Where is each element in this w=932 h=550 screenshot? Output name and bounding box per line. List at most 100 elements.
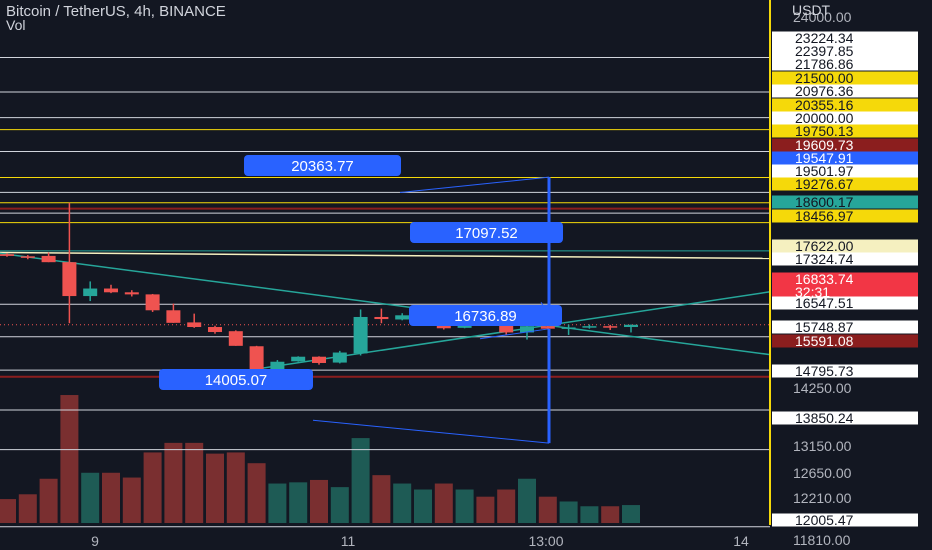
volume-legend-label[interactable]: Vol xyxy=(6,17,26,33)
price-level-tag[interactable] xyxy=(772,334,918,348)
candle-body[interactable] xyxy=(332,352,347,363)
price-level-tag[interactable] xyxy=(772,272,918,286)
candle-body[interactable] xyxy=(395,315,410,320)
price-level-tag[interactable] xyxy=(772,285,918,299)
price-level-tag[interactable] xyxy=(772,177,918,191)
candle-body[interactable] xyxy=(0,254,14,256)
price-level-tag[interactable] xyxy=(772,151,918,165)
price-level-tag[interactable] xyxy=(772,164,918,178)
candle-body[interactable] xyxy=(624,324,638,328)
candle-body[interactable] xyxy=(540,326,555,329)
price-callout-text: 14005.07 xyxy=(205,372,268,389)
volume-bar xyxy=(538,496,557,523)
volume-bar xyxy=(330,487,349,523)
price-level-tag[interactable] xyxy=(772,57,918,71)
candle-body[interactable] xyxy=(228,331,243,346)
candle-body[interactable] xyxy=(20,256,35,258)
candle-body[interactable] xyxy=(41,255,56,263)
candle-body[interactable] xyxy=(561,327,576,329)
price-level-tag[interactable] xyxy=(772,195,918,209)
price-level-tag[interactable] xyxy=(772,31,918,45)
candle-body[interactable] xyxy=(291,356,306,362)
price-callout-box[interactable] xyxy=(410,222,563,243)
candle-body[interactable] xyxy=(374,316,389,320)
candle-body[interactable] xyxy=(187,322,202,328)
volume-bar xyxy=(393,483,412,523)
price-level-value: 13850.24 xyxy=(795,410,854,426)
candle-body[interactable] xyxy=(62,262,77,297)
price-level-tag[interactable] xyxy=(772,111,918,125)
candle-body[interactable] xyxy=(520,326,534,333)
candle-body[interactable] xyxy=(353,316,368,354)
price-level-value: 14795.73 xyxy=(795,363,854,379)
price-level-value: 20976.36 xyxy=(795,83,854,99)
price-level-tag[interactable] xyxy=(772,252,918,266)
candle-body[interactable] xyxy=(582,326,597,328)
price-level-value: 19750.13 xyxy=(795,123,854,139)
price-level-value: 17622.00 xyxy=(795,238,854,254)
candle-body[interactable] xyxy=(145,294,160,311)
price-level-value: 32:31 xyxy=(795,284,830,300)
price-tick-label: 14250.00 xyxy=(793,380,852,396)
ascending-trendline[interactable] xyxy=(204,291,771,378)
candle-body[interactable] xyxy=(166,310,181,323)
price-level-tag[interactable] xyxy=(772,98,918,112)
price-callout-text: 16736.89 xyxy=(454,308,517,325)
price-callout-box[interactable] xyxy=(409,305,562,326)
price-callout-box[interactable] xyxy=(159,369,313,390)
candle-body[interactable] xyxy=(83,288,98,297)
price-axis[interactable]: 24000.0016050.0014250.0013650.0013150.00… xyxy=(769,0,932,550)
price-level-tag[interactable] xyxy=(772,44,918,58)
price-level-value: 12005.47 xyxy=(795,512,854,528)
price-level-value: 16833.74 xyxy=(795,271,854,287)
price-callout-box[interactable] xyxy=(244,155,401,176)
callout-leader xyxy=(399,176,550,194)
price-callout-text: 17097.52 xyxy=(455,225,518,242)
candle-body[interactable] xyxy=(124,292,139,295)
candlesticks xyxy=(0,202,638,377)
volume-bar xyxy=(518,478,536,523)
price-level-tag[interactable] xyxy=(772,209,918,223)
price-level-tag[interactable] xyxy=(772,84,918,98)
price-level-tag[interactable] xyxy=(772,411,918,425)
price-level-tag[interactable] xyxy=(772,296,918,310)
trendlines xyxy=(0,251,771,378)
price-level-value: 19547.91 xyxy=(795,150,854,166)
candle-body[interactable] xyxy=(603,326,618,328)
symbol-title[interactable]: Bitcoin / TetherUS, 4h, BINANCE xyxy=(6,3,226,20)
price-level-value: 22397.85 xyxy=(795,43,854,59)
price-level-tag[interactable] xyxy=(772,71,918,85)
candle-body[interactable] xyxy=(499,323,514,333)
time-axis[interactable]: 9 11 13:00 14 xyxy=(91,533,749,549)
price-level-value: 21786.86 xyxy=(795,56,854,72)
price-level-tag[interactable] xyxy=(772,320,918,334)
price-level-tag[interactable] xyxy=(772,124,918,138)
candle-body[interactable] xyxy=(312,356,326,363)
descending-trendline[interactable] xyxy=(0,252,771,356)
candle-body[interactable] xyxy=(208,327,222,333)
resistance-trendline[interactable] xyxy=(0,251,771,260)
time-tick-label: 11 xyxy=(341,533,356,549)
candle-body[interactable] xyxy=(270,361,285,370)
volume-bar xyxy=(81,472,100,523)
price-level-value: 21500.00 xyxy=(795,70,854,86)
callout-leader xyxy=(312,419,550,444)
volume-bar xyxy=(0,499,16,523)
candle-body[interactable] xyxy=(249,346,264,371)
horizontal-levels xyxy=(0,56,770,528)
candle-body[interactable] xyxy=(104,288,118,293)
price-tick-label: 24000.00 xyxy=(793,9,852,25)
price-unit-label[interactable]: USDT xyxy=(792,2,831,18)
volume-bar xyxy=(622,505,640,523)
volume-bar xyxy=(455,489,474,523)
price-level-tag[interactable] xyxy=(772,513,918,527)
price-level-tag[interactable] xyxy=(772,364,918,378)
volume-bars xyxy=(0,395,640,523)
price-level-tag[interactable] xyxy=(772,138,918,152)
volume-bar xyxy=(414,489,432,523)
volume-bar xyxy=(164,442,183,523)
price-level-tag[interactable] xyxy=(772,239,918,253)
volume-bar xyxy=(18,494,37,523)
volume-bar xyxy=(185,442,204,523)
